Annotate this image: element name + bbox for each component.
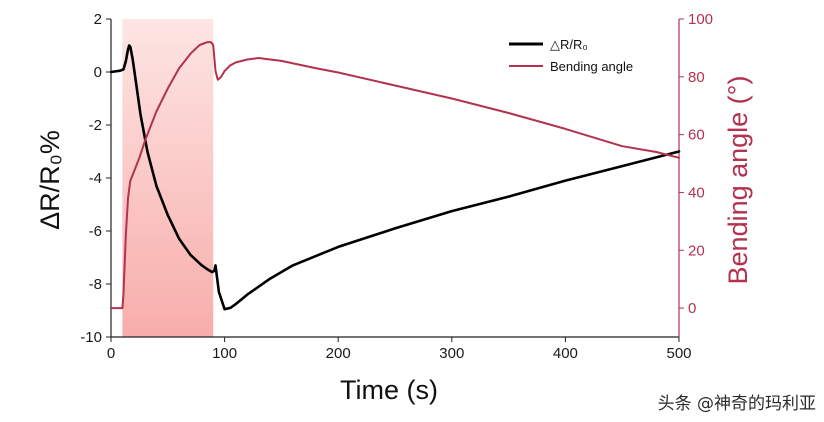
x-tick-label: 200	[326, 345, 351, 362]
y-axis-right-label: Bending angle (°)	[723, 76, 753, 285]
x-axis-label: Time (s)	[340, 375, 438, 405]
y-right-tick-label: 80	[688, 69, 705, 86]
y-right-tick-label: 60	[688, 127, 705, 144]
y-left-tick-label: 0	[94, 64, 102, 81]
series-line-resistance	[109, 44, 681, 311]
x-tick-label: 0	[107, 345, 115, 362]
y-right-tick-label: 100	[688, 11, 713, 28]
y-axis-left-label: ΔR/R₀%	[35, 130, 65, 230]
y-left-tick-label: -6	[89, 223, 102, 240]
legend: △R/R₀ Bending angle	[509, 37, 633, 74]
y-left-tick-label: 2	[94, 11, 102, 28]
x-tick-label: 100	[212, 345, 237, 362]
x-tick-label: 300	[439, 345, 464, 362]
shaded-bending-region	[122, 19, 214, 337]
y-right-tick-label: 0	[688, 300, 696, 317]
y-left-tick-label: -10	[80, 329, 102, 346]
x-tick-label: 400	[553, 345, 578, 362]
y-right-tick-label: 40	[688, 184, 705, 201]
series-line-bending-angle	[110, 41, 680, 310]
x-tick-label: 500	[666, 345, 691, 362]
y-left-tick-label: -8	[89, 276, 102, 293]
watermark: 头条 @神奇的玛利亚	[657, 394, 816, 414]
y-right-tick-label: 20	[688, 242, 705, 259]
legend-label-bending: Bending angle	[550, 59, 633, 74]
legend-label-resistance: △R/R₀	[550, 37, 588, 52]
y-left-tick-label: -2	[89, 117, 102, 134]
y-left-tick-label: -4	[89, 170, 102, 187]
